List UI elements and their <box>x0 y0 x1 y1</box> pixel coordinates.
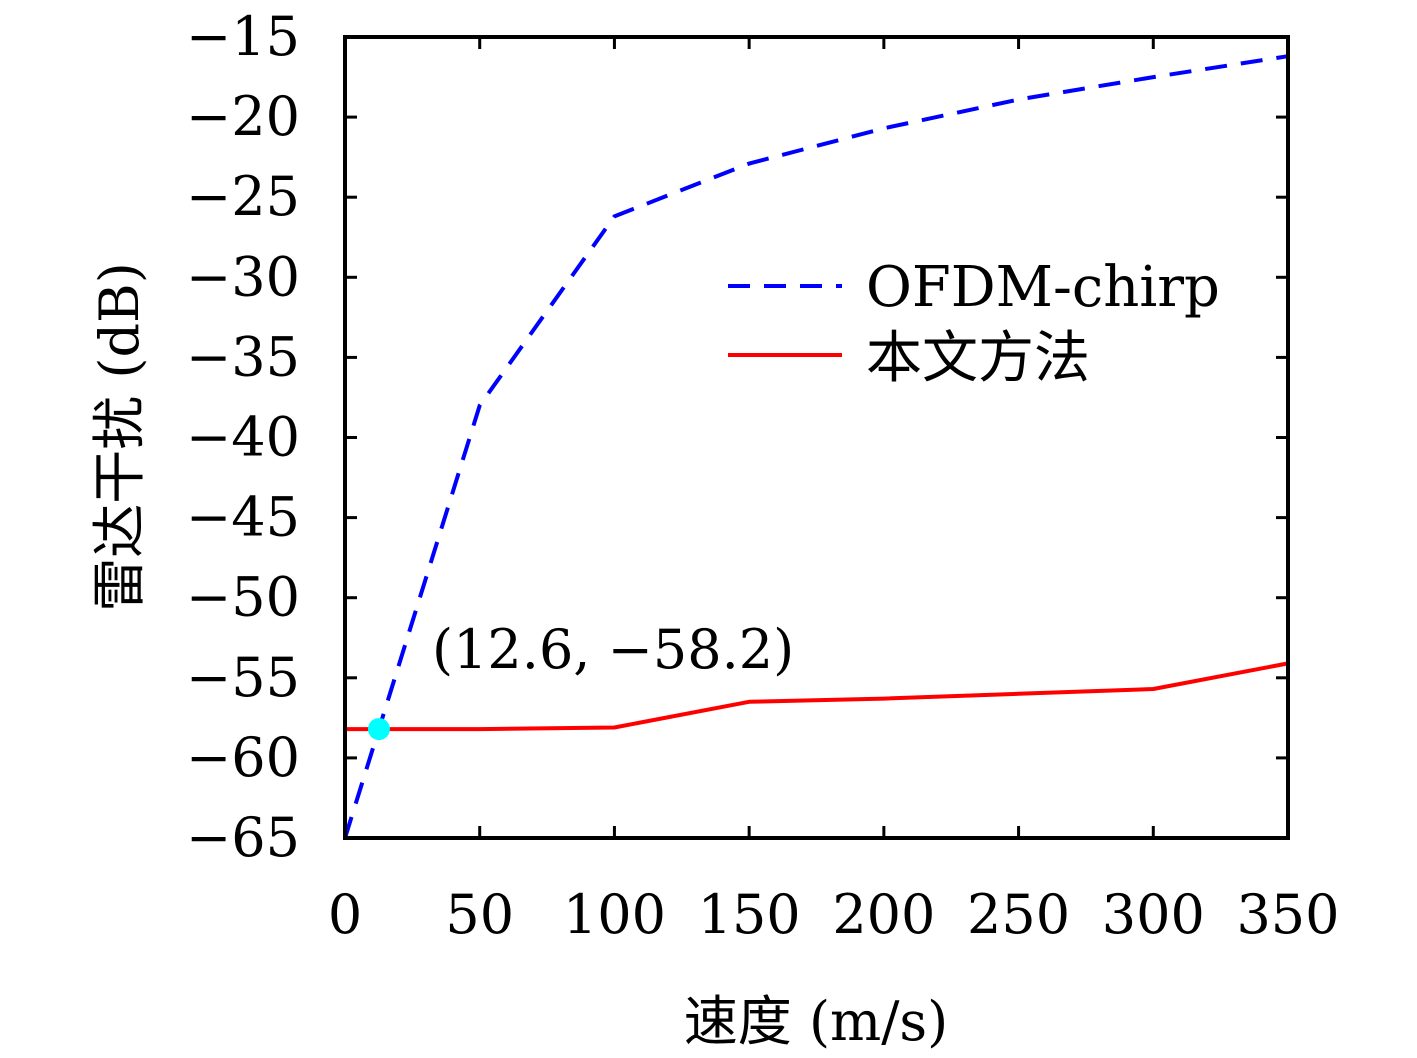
legend-label-ofdm-chirp: OFDM-chirp <box>866 255 1220 320</box>
annotation-label: (12.6, −58.2) <box>432 618 794 681</box>
y-tick-label: −20 <box>186 85 300 148</box>
series-layer <box>343 54 1289 839</box>
y-tick-label: −35 <box>186 325 300 388</box>
y-tick-label: −25 <box>186 165 300 228</box>
x-axis-title: 速度 (m/s) <box>684 990 948 1053</box>
ticks-layer <box>343 35 1290 840</box>
y-tick-label: −30 <box>186 245 300 308</box>
y-tick-label: −15 <box>186 5 300 68</box>
y-tick-label: −60 <box>186 726 300 789</box>
x-tick-labels: 0 50 100 150 200 250 300 350 <box>328 883 1340 946</box>
y-tick-label: −55 <box>186 646 300 709</box>
plot-frame <box>343 35 1290 840</box>
x-tick-label: 350 <box>1236 883 1339 946</box>
x-tick-label: 300 <box>1102 883 1205 946</box>
series-line-1 <box>345 661 1289 732</box>
x-tick-label: 150 <box>698 883 801 946</box>
y-tick-label: −45 <box>186 486 300 549</box>
annotation-marker <box>367 718 390 741</box>
x-tick-label: 200 <box>832 883 935 946</box>
y-tick-label: −40 <box>186 406 300 469</box>
x-tick-label: 50 <box>445 883 514 946</box>
y-tick-label: −50 <box>186 566 300 629</box>
x-tick-label: 250 <box>967 883 1070 946</box>
x-tick-label: 0 <box>328 883 362 946</box>
y-axis-title: 雷达干扰 (dB) <box>88 262 151 612</box>
y-tick-label: −65 <box>186 806 300 869</box>
x-tick-label: 100 <box>563 883 666 946</box>
legend: OFDM-chirp 本文方法 <box>728 255 1220 391</box>
legend-label-proposed-method: 本文方法 <box>866 326 1090 391</box>
series-line-0 <box>343 54 1289 839</box>
y-tick-labels: −15 −20 −25 −30 −35 −40 −45 −50 −55 −60 −65 <box>186 5 300 869</box>
